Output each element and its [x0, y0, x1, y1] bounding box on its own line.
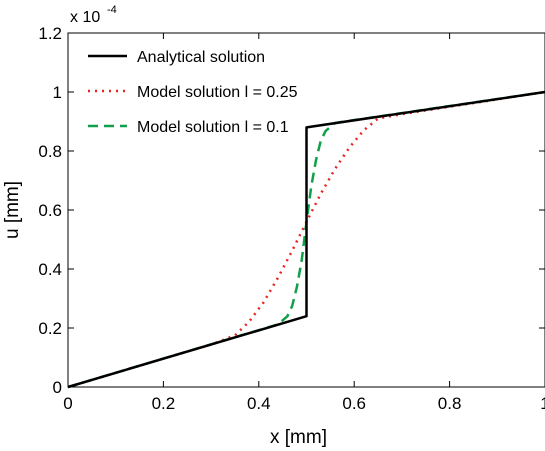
y-tick-label: 0.4	[38, 260, 62, 279]
y-multiplier-label: x 10	[70, 9, 100, 26]
y-tick-label: 0.6	[38, 201, 62, 220]
series-layer	[67, 90, 545, 389]
axis-ticks	[67, 32, 545, 388]
x-tick-label: 1	[540, 394, 545, 413]
legend-label: Model solution l = 0.1	[137, 119, 289, 136]
y-axis-label: u [mm]	[2, 181, 23, 239]
axis-tick-labels: 0 0.2 0.4 0.6 0.8 1 0 0.2 0.4 0.6 0.8 1 1.2	[38, 24, 545, 413]
x-tick-label: 0.2	[152, 394, 176, 413]
y-tick-label: 0.8	[38, 142, 62, 161]
x-tick-label: 0.4	[247, 394, 271, 413]
y-tick-label: 0	[53, 378, 62, 397]
x-tick-label: 0.8	[438, 394, 462, 413]
y-tick-label: 1	[53, 83, 62, 102]
x-tick-label: 0	[63, 394, 72, 413]
y-tick-label: 1.2	[38, 24, 62, 43]
series-line-1	[67, 90, 545, 389]
x-axis-label: x [mm]	[270, 427, 327, 448]
y-tick-label: 0.2	[38, 319, 62, 338]
legend: Analytical solution Model solution l = 0.…	[88, 49, 298, 136]
legend-label: Analytical solution	[137, 49, 265, 66]
y-multiplier-exponent: -4	[107, 4, 117, 16]
x-tick-label: 0.6	[342, 394, 366, 413]
legend-label: Model solution l = 0.25	[137, 84, 298, 101]
